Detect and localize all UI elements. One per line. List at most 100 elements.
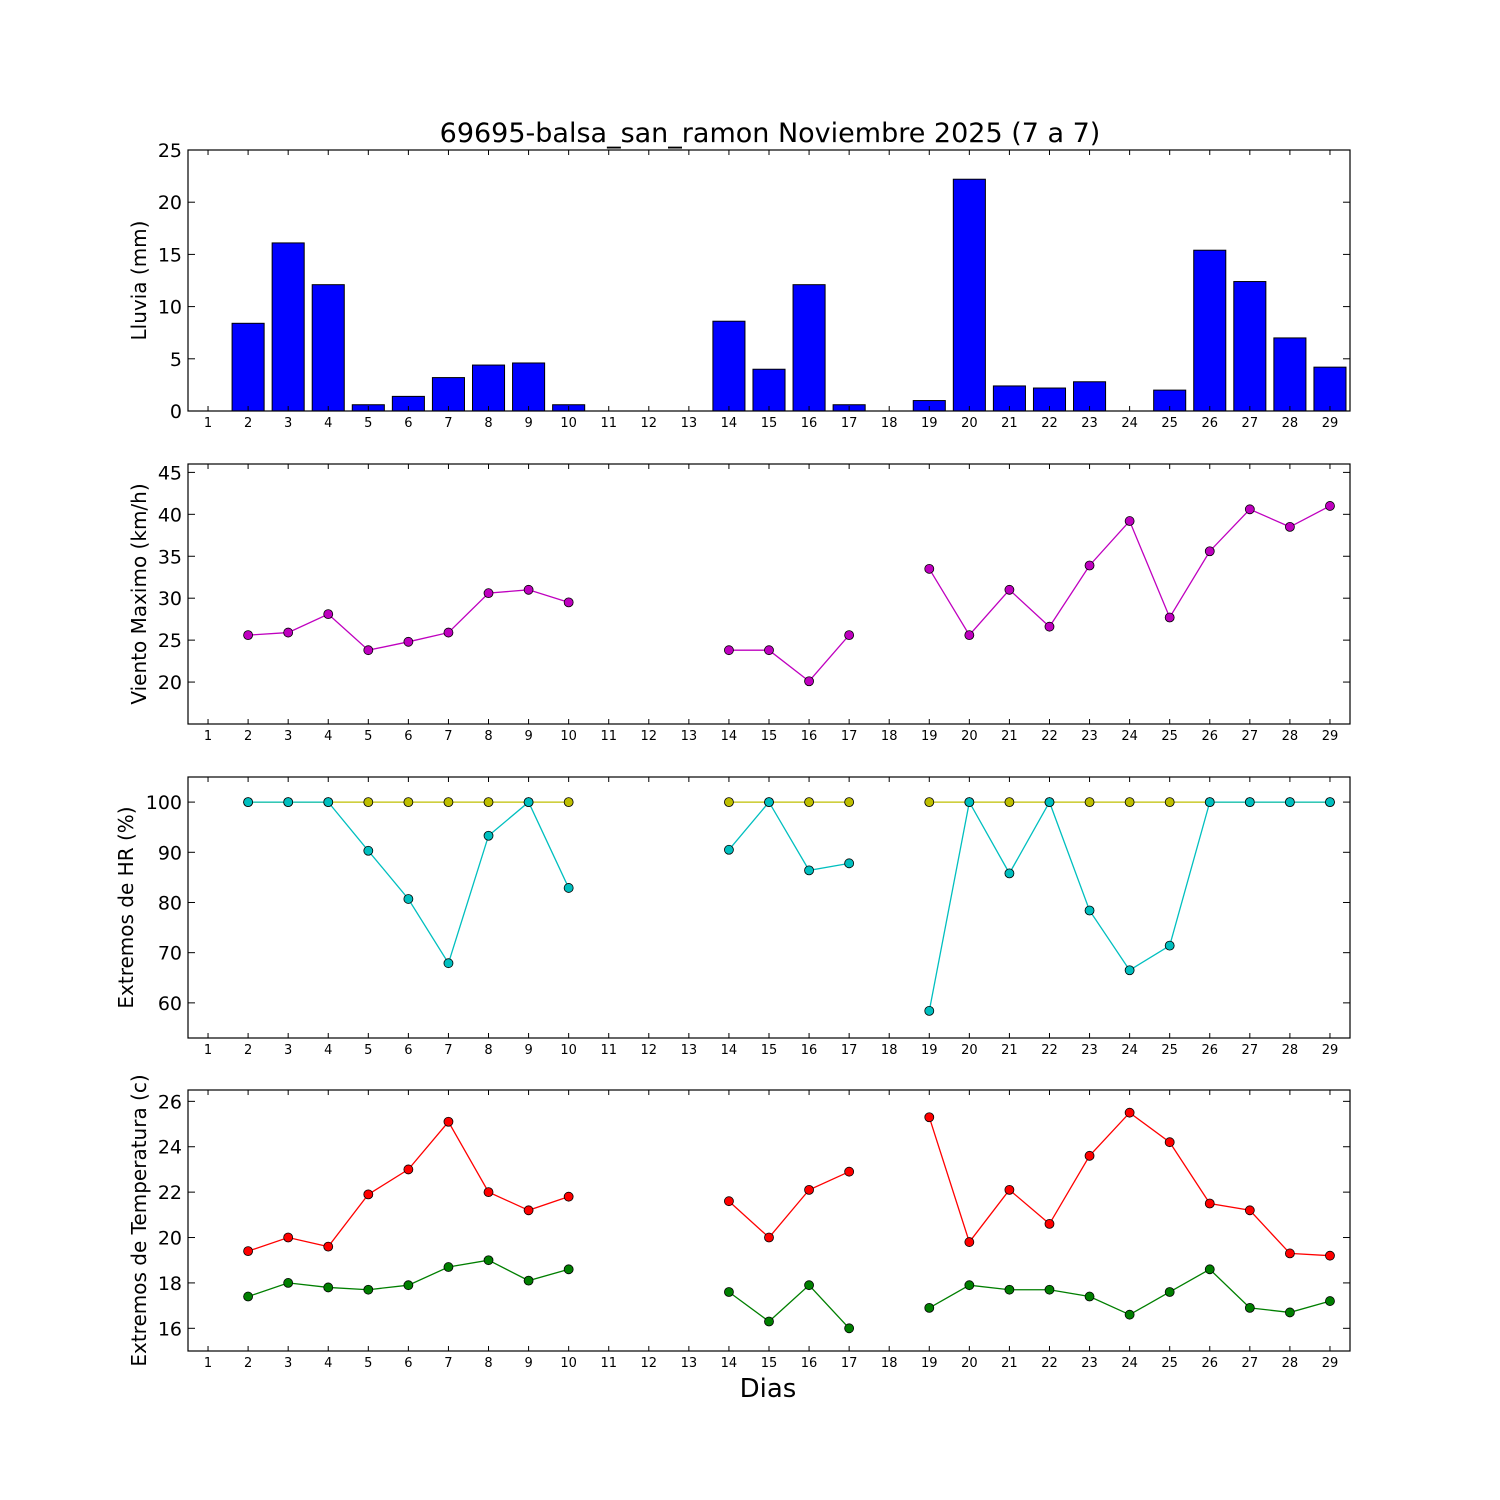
x-tick-label: 15 xyxy=(761,1043,778,1058)
series-1-point-day-29 xyxy=(1325,501,1335,511)
bar-day-2 xyxy=(231,322,265,412)
x-tick-label: 2 xyxy=(244,729,252,744)
series-1-point-day-21 xyxy=(1004,1184,1015,1195)
panel-viento: 1 2 3 4 5 6 7 8 9 10 11 12 13 14 15 16 17 18 19 20 21 22 23 24 2… xyxy=(127,462,1351,744)
series-2-point-day-17 xyxy=(844,1323,855,1334)
y-tick-label: 40 xyxy=(158,504,182,526)
x-tick-label: 26 xyxy=(1201,416,1218,431)
x-tick-label: 10 xyxy=(560,729,577,744)
bar-day-27 xyxy=(1233,281,1267,412)
x-tick-label: 17 xyxy=(841,1356,858,1371)
series-1-point-day-17 xyxy=(844,797,855,807)
series-1-point-day-4 xyxy=(323,609,334,620)
x-tick-label: 8 xyxy=(484,416,492,431)
x-tick-label: 28 xyxy=(1282,416,1299,431)
series-2-point-day-15 xyxy=(764,797,774,807)
series-1-point-day-5 xyxy=(363,1189,374,1200)
x-tick-label: 22 xyxy=(1041,416,1058,431)
series-1-point-day-16 xyxy=(804,797,814,807)
series-1-point-day-24 xyxy=(1124,797,1135,807)
series-2-point-day-24 xyxy=(1124,1309,1135,1320)
x-tick-label: 13 xyxy=(681,416,698,431)
series-1-point-day-8 xyxy=(483,588,494,599)
bar-day-26 xyxy=(1193,249,1227,412)
series-1-point-day-5 xyxy=(363,797,374,807)
x-tick-label: 1 xyxy=(204,416,212,431)
x-tick-label: 25 xyxy=(1161,1043,1178,1058)
x-tick-label: 11 xyxy=(600,416,617,431)
x-tick-label: 17 xyxy=(841,1043,858,1058)
y-tick-label: 60 xyxy=(158,993,182,1015)
x-tick-label: 4 xyxy=(324,1356,332,1371)
x-tick-label: 29 xyxy=(1322,729,1339,744)
x-tick-label: 5 xyxy=(364,416,372,431)
x-tick-label: 11 xyxy=(600,1043,617,1058)
x-tick-label: 22 xyxy=(1041,1356,1058,1371)
series-2-point-day-3 xyxy=(283,1278,294,1288)
y-tick-label: 30 xyxy=(158,588,182,610)
x-tick-label: 24 xyxy=(1121,1356,1138,1371)
x-tick-label: 6 xyxy=(404,416,412,431)
series-2-point-day-6 xyxy=(403,1280,414,1291)
y-tick-label: 70 xyxy=(158,943,182,965)
series-2-point-day-15 xyxy=(764,1316,774,1327)
series-1-point-day-2 xyxy=(243,1246,254,1257)
series-2-point-day-9 xyxy=(523,797,534,807)
x-tick-label: 12 xyxy=(641,729,658,744)
series-2-line xyxy=(928,800,1330,1012)
series-1-point-day-27 xyxy=(1244,1205,1255,1216)
series-2-point-day-7 xyxy=(443,958,454,969)
x-tick-label: 1 xyxy=(204,729,212,744)
series-2-point-day-8 xyxy=(483,830,494,841)
series-1-point-day-10 xyxy=(563,1191,574,1202)
series-2-point-day-22 xyxy=(1044,797,1055,807)
series-1-point-day-26 xyxy=(1204,546,1215,557)
y-tick-label: 24 xyxy=(158,1137,182,1159)
x-tick-label: 7 xyxy=(444,416,452,431)
x-tick-label: 28 xyxy=(1282,729,1299,744)
x-tick-label: 25 xyxy=(1161,1356,1178,1371)
x-tick-label: 8 xyxy=(484,1043,492,1058)
series-1-point-day-8 xyxy=(483,1187,494,1198)
y-tick-label: 0 xyxy=(170,401,182,423)
x-tick-label: 21 xyxy=(1001,729,1018,744)
series-2-point-day-29 xyxy=(1325,797,1335,807)
x-tick-label: 15 xyxy=(761,1356,778,1371)
x-tick-label: 4 xyxy=(324,729,332,744)
x-tick-label: 2 xyxy=(244,416,252,431)
x-tick-label: 9 xyxy=(524,1356,532,1371)
series-2-point-day-10 xyxy=(563,1264,574,1275)
series-1-point-day-22 xyxy=(1044,621,1055,632)
x-tick-label: 21 xyxy=(1001,416,1018,431)
series-2-point-day-5 xyxy=(363,1284,374,1295)
series-2-point-day-28 xyxy=(1285,1307,1295,1318)
series-2-point-day-5 xyxy=(363,845,374,856)
series-1-point-day-17 xyxy=(844,1166,855,1177)
bar-day-16 xyxy=(792,284,826,412)
series-2-point-day-24 xyxy=(1124,965,1135,976)
series-1-point-day-19 xyxy=(924,797,935,807)
series-2-line xyxy=(248,801,570,965)
y-tick-label: 26 xyxy=(158,1091,182,1113)
x-tick-label: 27 xyxy=(1242,416,1259,431)
y-tick-label: 25 xyxy=(158,140,182,162)
series-1-point-day-20 xyxy=(964,630,975,640)
series-2-point-day-29 xyxy=(1325,1296,1335,1306)
x-tick-label: 13 xyxy=(681,1043,698,1058)
series-1-point-day-24 xyxy=(1124,1107,1135,1118)
plot-frame xyxy=(187,463,1351,725)
series-1-point-day-16 xyxy=(804,676,814,687)
x-tick-label: 16 xyxy=(801,416,818,431)
bar-day-20 xyxy=(952,178,986,412)
x-tick-label: 29 xyxy=(1322,1043,1339,1058)
panel-hr: 1 2 3 4 5 6 7 8 9 10 11 12 13 14 15 16 17 18 19 20 21 22 23 24 2… xyxy=(114,776,1351,1058)
series-1-line xyxy=(928,1111,1331,1257)
bar-day-15 xyxy=(752,368,786,412)
x-tick-label: 3 xyxy=(284,729,292,744)
x-tick-label: 6 xyxy=(404,729,412,744)
x-tick-label: 1 xyxy=(204,1356,212,1371)
bar-day-29 xyxy=(1313,366,1347,412)
x-axis-label: Dias xyxy=(740,1374,797,1404)
y-tick-label: 100 xyxy=(146,792,182,814)
series-2-point-day-27 xyxy=(1244,797,1255,807)
